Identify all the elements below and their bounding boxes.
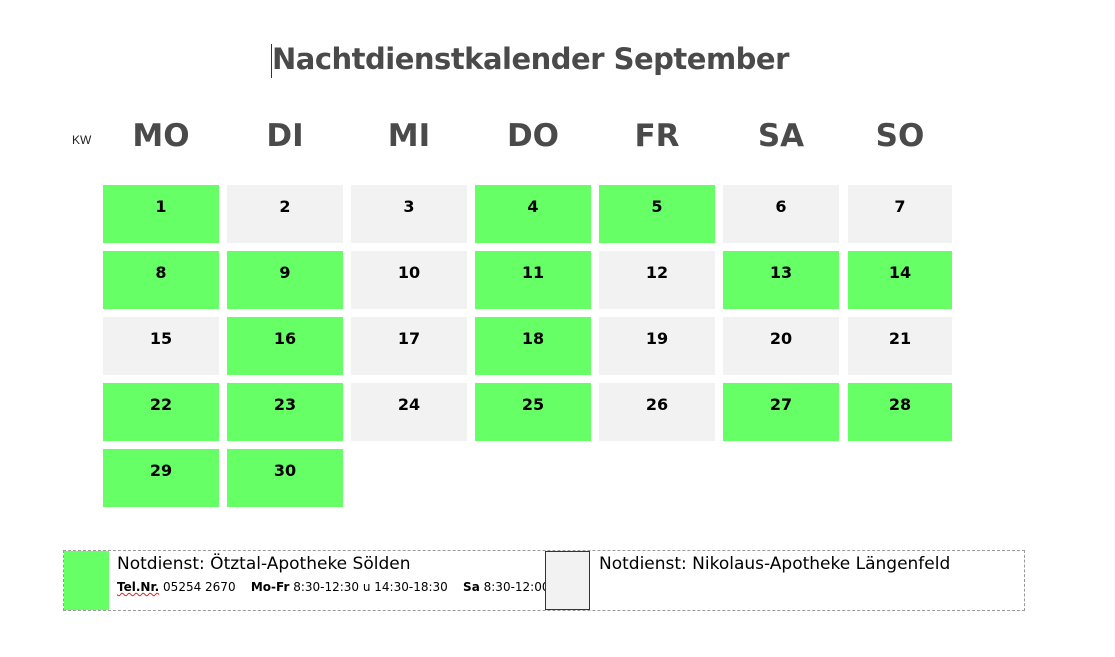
weekday-header: MO [132, 118, 190, 154]
day-cell: 10 [351, 251, 467, 309]
day-cell: 22 [103, 383, 219, 441]
day-cell: 21 [848, 317, 952, 375]
day-cell: 26 [599, 383, 715, 441]
page-title: Nachtdienstkalender September [272, 42, 789, 76]
day-cell: 2 [227, 185, 343, 243]
day-cell: 25 [475, 383, 591, 441]
legend-swatch-green [64, 551, 109, 610]
day-cell: 8 [103, 251, 219, 309]
weekday-header: DI [266, 118, 304, 154]
day-cell: 11 [475, 251, 591, 309]
day-cell: 13 [723, 251, 839, 309]
tel-value: 05254 2670 [163, 580, 236, 594]
day-cell: 9 [227, 251, 343, 309]
day-cell: 5 [599, 185, 715, 243]
day-cell: 3 [351, 185, 467, 243]
day-cell: 15 [103, 317, 219, 375]
day-cell: 27 [723, 383, 839, 441]
kw-label: KW [72, 133, 92, 147]
day-cell: 19 [599, 317, 715, 375]
day-cell: 16 [227, 317, 343, 375]
day-cell: 1 [103, 185, 219, 243]
legend-swatch-grey [545, 551, 590, 610]
day-cell: 14 [848, 251, 952, 309]
sa-label: Sa [463, 580, 480, 594]
day-cell: 4 [475, 185, 591, 243]
mofr-label: Mo-Fr [250, 580, 290, 594]
legend-grey-name: Notdienst: Nikolaus-Apotheke Längenfeld [599, 554, 951, 574]
legend: Notdienst: Ötztal-Apotheke Sölden Tel.Nr… [63, 550, 1025, 611]
day-cell: 20 [723, 317, 839, 375]
day-cell: 12 [599, 251, 715, 309]
weekday-header: MI [387, 118, 431, 154]
day-cell: 17 [351, 317, 467, 375]
tel-label: Tel.Nr. [117, 580, 160, 594]
legend-green-name: Notdienst: Ötztal-Apotheke Sölden [117, 554, 411, 574]
sa-value: 8:30-12:00 [483, 580, 550, 594]
day-cell: 28 [848, 383, 952, 441]
day-cell: 30 [227, 449, 343, 507]
day-cell: 23 [227, 383, 343, 441]
mofr-value: 8:30-12:30 u 14:30-18:30 [293, 580, 448, 594]
legend-green-details: Tel.Nr. 05254 2670 Mo-Fr 8:30-12:30 u 14… [117, 580, 549, 594]
weekday-header: SO [875, 118, 925, 154]
weekday-header: DO [506, 118, 560, 154]
text-cursor [271, 44, 272, 78]
day-cell: 6 [723, 185, 839, 243]
day-cell: 29 [103, 449, 219, 507]
day-cell: 18 [475, 317, 591, 375]
day-cell: 24 [351, 383, 467, 441]
day-cell: 7 [848, 185, 952, 243]
weekday-header: FR [634, 118, 680, 154]
weekday-header: SA [757, 118, 805, 154]
